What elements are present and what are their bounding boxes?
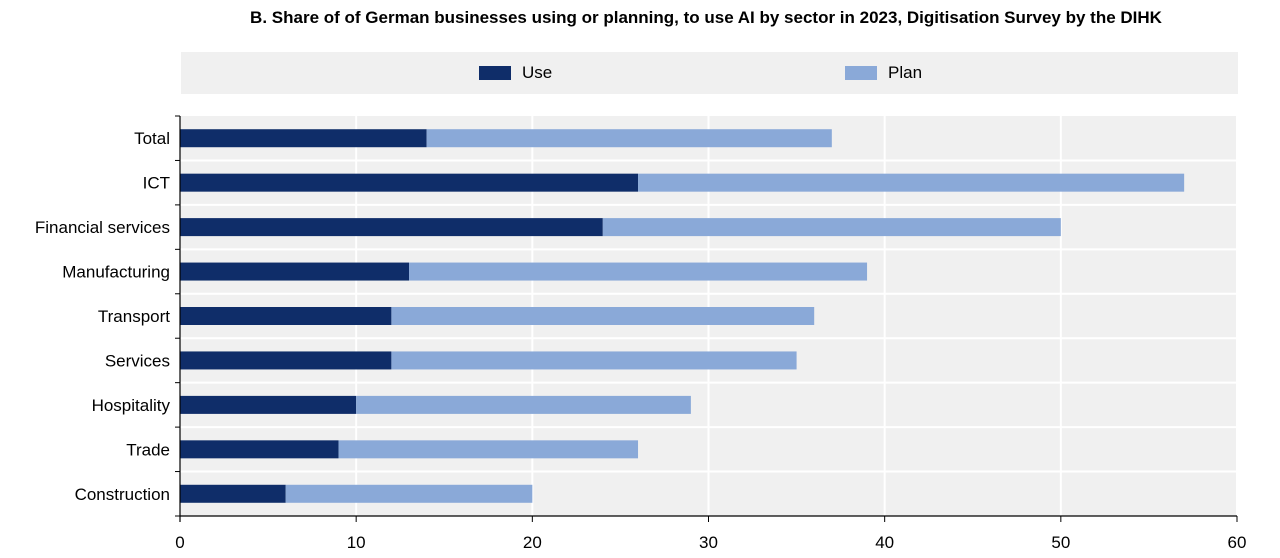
bar-plan-transport: [391, 307, 815, 325]
bar-plan-financial-services: [602, 218, 1061, 237]
bar-use-construction: [180, 484, 286, 503]
bar-use-trade: [180, 440, 339, 459]
bar-plan-trade: [338, 440, 639, 459]
x-tick-label: 0: [175, 533, 184, 552]
legend: Use Plan: [181, 52, 1238, 94]
bar-plan-total: [426, 129, 832, 148]
x-tick-label: 30: [699, 533, 718, 552]
bar-use-total: [180, 129, 427, 148]
category-label: Financial services: [35, 218, 170, 237]
legend-item-plan: Plan: [845, 52, 922, 94]
category-label: Hospitality: [92, 396, 171, 415]
bar-use-transport: [180, 307, 392, 325]
category-label: Construction: [75, 485, 170, 504]
legend-label-plan: Plan: [888, 63, 923, 82]
legend-swatch-use: [479, 66, 511, 80]
bar-use-financial-services: [180, 218, 603, 237]
x-tick-label: 20: [523, 533, 542, 552]
category-label: Total: [134, 129, 170, 148]
legend-swatch-plan: [845, 66, 877, 80]
chart-title: B. Share of of German businesses using o…: [250, 8, 1162, 27]
bar-plan-construction: [285, 484, 533, 503]
bar-use-hospitality: [180, 395, 357, 414]
bar-use-ict: [180, 173, 639, 192]
bar-plan-hospitality: [356, 395, 691, 414]
legend-label-use: Use: [522, 63, 553, 82]
bar-use-manufacturing: [180, 262, 410, 281]
x-tick-label: 60: [1228, 533, 1247, 552]
bar-plan-ict: [638, 173, 1185, 192]
category-label: Services: [105, 351, 170, 370]
bar-plan-services: [391, 351, 797, 370]
x-tick-label: 10: [347, 533, 366, 552]
bar-plan-manufacturing: [409, 262, 868, 281]
legend-item-use: Use: [479, 52, 552, 94]
bar-use-services: [180, 351, 392, 370]
x-tick-label: 50: [1051, 533, 1070, 552]
category-label: Manufacturing: [62, 263, 170, 282]
category-label: ICT: [143, 174, 170, 193]
category-label: Trade: [126, 440, 170, 459]
x-tick-label: 40: [875, 533, 894, 552]
category-label: Transport: [98, 307, 170, 326]
